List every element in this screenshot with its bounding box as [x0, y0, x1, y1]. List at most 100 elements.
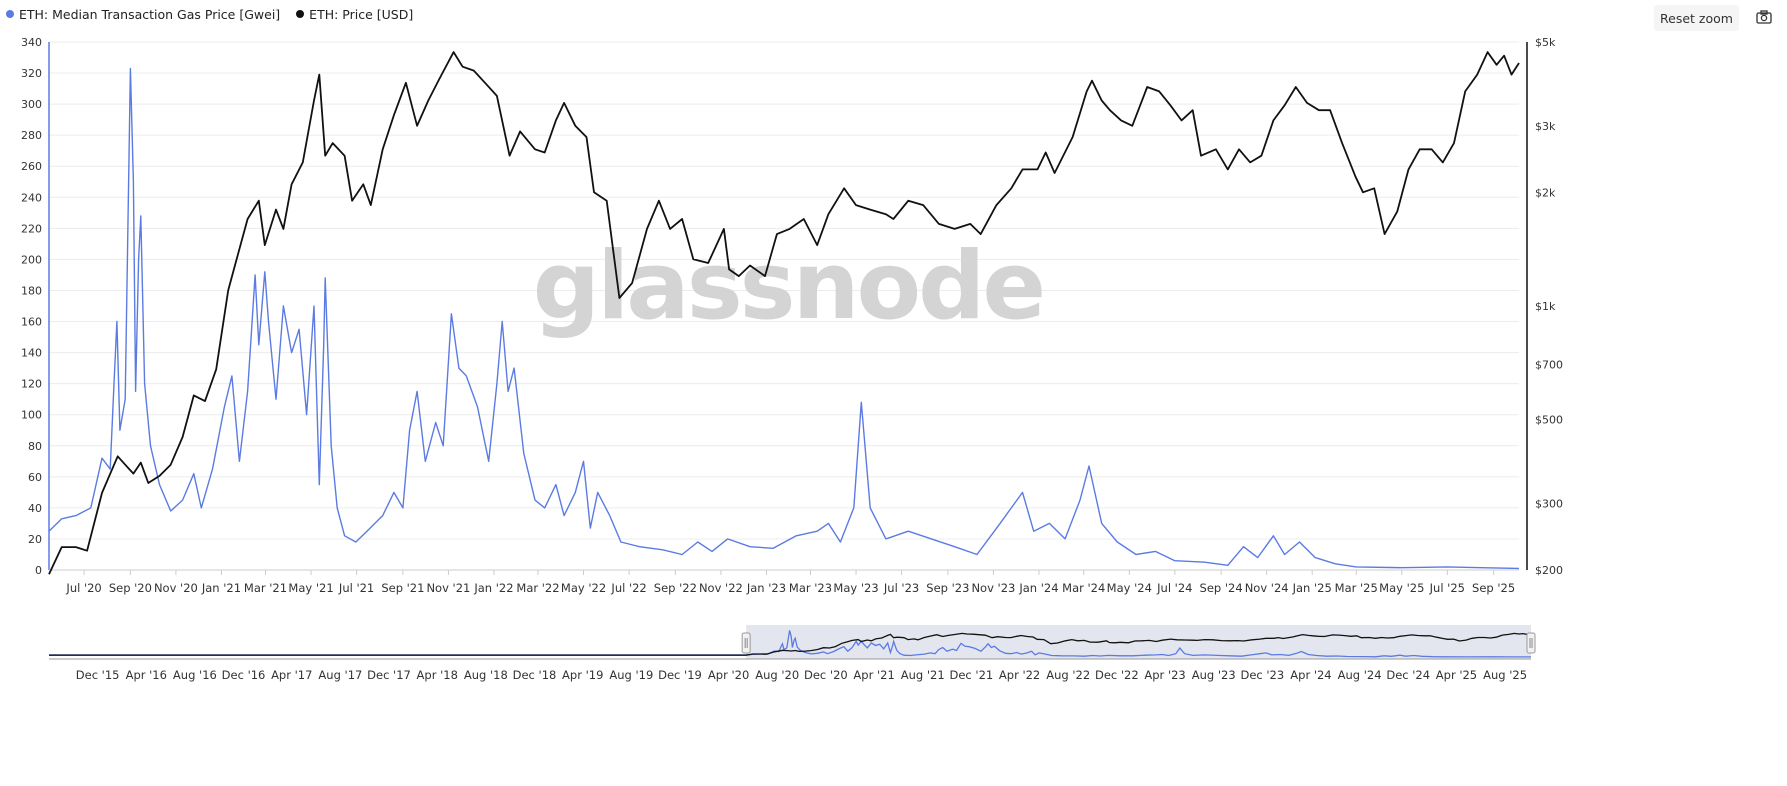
x-tick-label: Jan '22 — [473, 581, 513, 595]
x-tick-label: Jul '24 — [1156, 581, 1192, 595]
navigator-tick-label: Aug '21 — [901, 668, 945, 682]
navigator-tick-label: Apr '25 — [1436, 668, 1477, 682]
y-left-tick-label: 40 — [28, 502, 42, 515]
x-tick-label: Sep '20 — [109, 581, 152, 595]
y-left-tick-label: 100 — [21, 409, 42, 422]
x-tick-label: May '21 — [288, 581, 333, 595]
x-tick-label: Nov '24 — [1245, 581, 1289, 595]
y-left-tick-label: 160 — [21, 316, 42, 329]
x-tick-label: Nov '22 — [699, 581, 743, 595]
x-tick-label: Jan '21 — [201, 581, 241, 595]
navigator-tick-label: Aug '22 — [1046, 668, 1090, 682]
y-right-tick-label: $200 — [1535, 564, 1563, 577]
navigator-tick-label: Aug '17 — [318, 668, 362, 682]
y-right-tick-label: $1k — [1535, 300, 1556, 313]
legend-marker-gas-price — [6, 10, 14, 18]
watermark: glassnode — [533, 232, 1043, 341]
y-left-tick-label: 180 — [21, 284, 42, 297]
x-tick-label: Jan '23 — [746, 581, 786, 595]
x-tick-label: Sep '25 — [1472, 581, 1515, 595]
navigator-tick-label: Dec '22 — [1095, 668, 1139, 682]
y-left-tick-label: 300 — [21, 98, 42, 111]
navigator-tick-label: Apr '18 — [417, 668, 458, 682]
navigator-handle-left[interactable] — [741, 632, 751, 654]
navigator-tick-label: Aug '24 — [1338, 668, 1382, 682]
y-left-tick-label: 260 — [21, 160, 42, 173]
y-left-tick-label: 320 — [21, 67, 42, 80]
x-tick-label: Jan '25 — [1292, 581, 1332, 595]
legend-label-gas-price: ETH: Median Transaction Gas Price [Gwei] — [19, 6, 281, 22]
navigator-tick-label: Aug '19 — [609, 668, 653, 682]
navigator-tick-label: Aug '20 — [755, 668, 799, 682]
x-tick-label: Jul '23 — [883, 581, 919, 595]
navigator-tick-label: Aug '16 — [173, 668, 217, 682]
legend-marker-eth-price — [296, 10, 305, 18]
y-left-tick-label: 200 — [21, 253, 42, 266]
navigator-tick-label: Apr '22 — [999, 668, 1040, 682]
x-tick-label: Nov '23 — [971, 581, 1015, 595]
x-tick-label: Mar '23 — [789, 581, 832, 595]
navigator-tick-label: Aug '25 — [1483, 668, 1527, 682]
navigator-selection — [746, 625, 1531, 659]
x-tick-label: Nov '21 — [426, 581, 470, 595]
navigator-tick-label: Apr '20 — [708, 668, 749, 682]
navigator-tick-label: Dec '18 — [513, 668, 557, 682]
y-left-tick-label: 0 — [35, 564, 42, 577]
x-tick-label: May '22 — [561, 581, 606, 595]
x-tick-label: Jul '22 — [610, 581, 646, 595]
y-right-tick-label: $5k — [1535, 36, 1556, 49]
gas-price-series-line — [48, 67, 1520, 570]
x-tick-label: Jan '24 — [1018, 581, 1058, 595]
navigator-price-line — [49, 632, 1532, 656]
navigator-tick-label: Apr '19 — [562, 668, 603, 682]
x-tick-label: Mar '22 — [516, 581, 559, 595]
y-left-tick-label: 60 — [28, 471, 42, 484]
y-left-tick-label: 340 — [21, 36, 42, 49]
x-tick-label: Sep '21 — [381, 581, 424, 595]
y-left-tick-label: 120 — [21, 378, 42, 391]
navigator-tick-label: Apr '23 — [1144, 668, 1185, 682]
navigator-tick-label: Apr '17 — [271, 668, 312, 682]
y-right-tick-label: $700 — [1535, 359, 1563, 372]
x-tick-label: Sep '24 — [1200, 581, 1243, 595]
y-right-tick-label: $2k — [1535, 186, 1556, 199]
y-left-tick-label: 20 — [28, 533, 42, 546]
legend-item-eth-price[interactable]: ETH: Price [USD] — [296, 7, 413, 22]
navigator-handle-right[interactable] — [1526, 632, 1536, 654]
y-left-tick-label: 140 — [21, 347, 42, 360]
navigator-tick-label: Dec '15 — [76, 668, 120, 682]
x-tick-label: Sep '23 — [926, 581, 969, 595]
navigator-tick-label: Aug '18 — [464, 668, 508, 682]
y-left-tick-label: 220 — [21, 222, 42, 235]
legend-label-eth-price: ETH: Price [USD] — [309, 6, 414, 22]
reset-zoom-button[interactable]: Reset zoom — [1654, 5, 1739, 31]
x-tick-label: Mar '24 — [1062, 581, 1105, 595]
navigator-tick-label: Aug '23 — [1192, 668, 1236, 682]
x-tick-label: May '23 — [833, 581, 878, 595]
y-right-tick-label: $500 — [1535, 414, 1563, 427]
navigator-tick-label: Dec '19 — [658, 668, 702, 682]
navigator-tick-label: Dec '24 — [1386, 668, 1430, 682]
x-tick-label: Nov '20 — [154, 581, 198, 595]
y-right-tick-label: $3k — [1535, 120, 1556, 133]
navigator-tick-label: Apr '24 — [1290, 668, 1331, 682]
y-left-tick-label: 280 — [21, 129, 42, 142]
x-tick-label: May '24 — [1107, 581, 1152, 595]
navigator-tick-label: Dec '16 — [222, 668, 266, 682]
x-tick-label: Jul '20 — [65, 581, 101, 595]
y-right-tick-label: $300 — [1535, 497, 1563, 510]
x-tick-label: Jul '25 — [1429, 581, 1465, 595]
y-left-tick-label: 240 — [21, 191, 42, 204]
legend-item-gas-price[interactable]: ETH: Median Transaction Gas Price [Gwei] — [6, 7, 280, 22]
navigator-gas-line — [49, 630, 1531, 658]
x-tick-label: Mar '21 — [244, 581, 287, 595]
chart-legend: ETH: Median Transaction Gas Price [Gwei]… — [0, 4, 423, 24]
navigator-tick-label: Dec '21 — [950, 668, 994, 682]
navigator-tick-label: Dec '20 — [804, 668, 848, 682]
y-left-tick-label: 80 — [28, 440, 42, 453]
navigator-tick-label: Dec '17 — [367, 668, 411, 682]
x-tick-label: Mar '25 — [1335, 581, 1378, 595]
camera-icon[interactable] — [1756, 10, 1772, 24]
navigator-tick-label: Apr '16 — [126, 668, 167, 682]
